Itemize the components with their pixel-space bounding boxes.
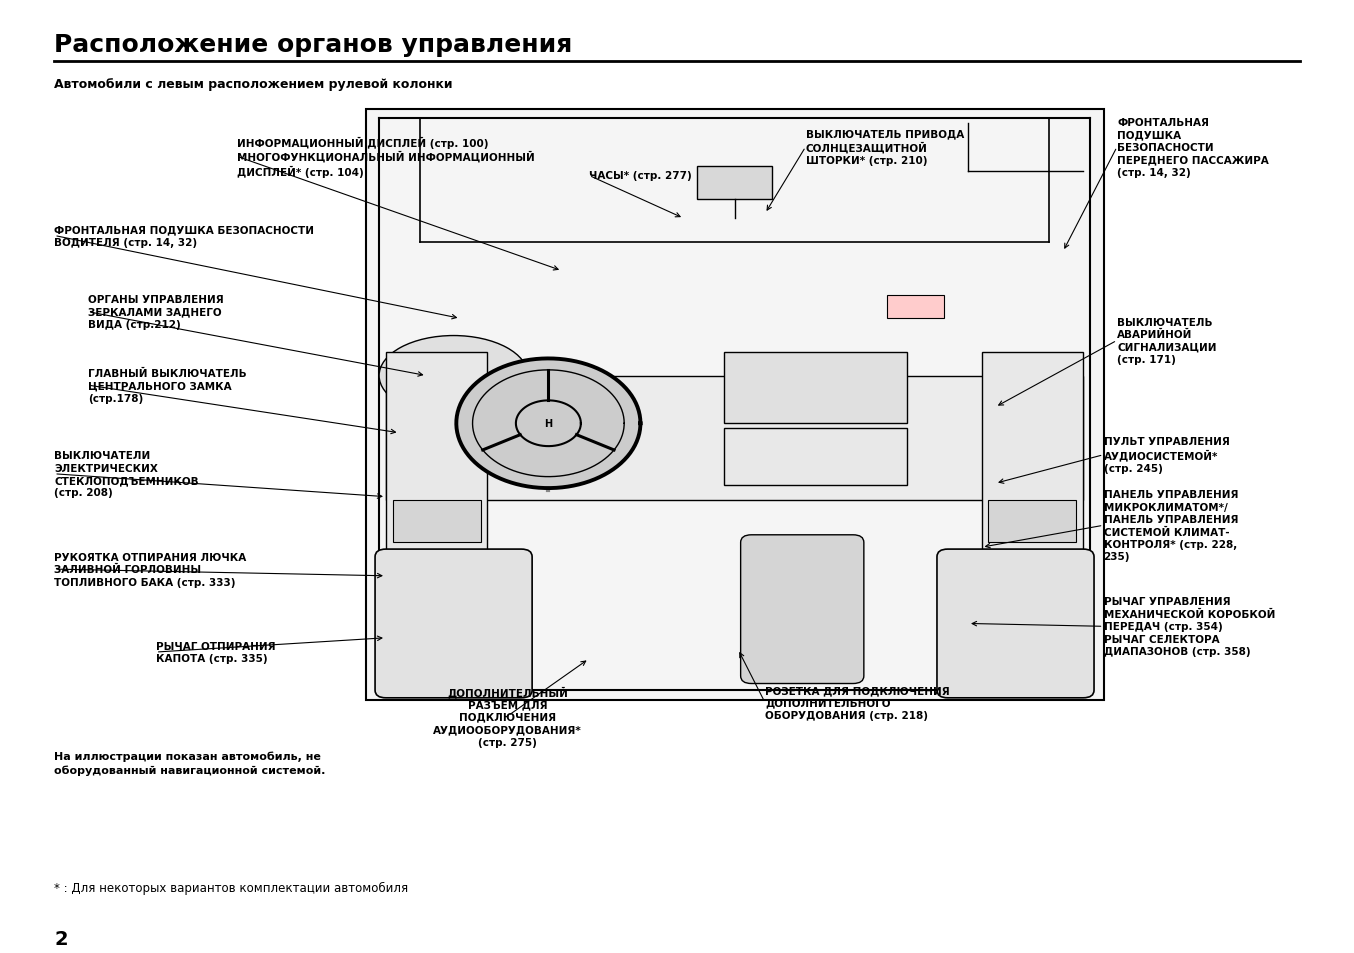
- Text: ПАНЕЛЬ УПРАВЛЕНИЯ
МИКРОКЛИМАТОМ*/
ПАНЕЛЬ УПРАВЛЕНИЯ
СИСТЕМОЙ КЛИМАТ-
КОНТРОЛЯ* (: ПАНЕЛЬ УПРАВЛЕНИЯ МИКРОКЛИМАТОМ*/ ПАНЕЛЬ…: [1104, 490, 1238, 561]
- Text: 2: 2: [54, 928, 68, 947]
- Text: * : Для некоторых вариантов комплектации автомобиля: * : Для некоторых вариантов комплектации…: [54, 881, 409, 894]
- Text: На иллюстрации показан автомобиль, не
оборудованный навигационной системой.: На иллюстрации показан автомобиль, не об…: [54, 750, 325, 775]
- Bar: [887, 295, 944, 319]
- FancyBboxPatch shape: [375, 550, 532, 699]
- Text: H: H: [544, 418, 552, 429]
- Ellipse shape: [379, 336, 528, 416]
- Text: ОРГАНЫ УПРАВЛЕНИЯ
ЗЕРКАЛАМИ ЗАДНЕГО
ВИДА (стр.212): ОРГАНЫ УПРАВЛЕНИЯ ЗЕРКАЛАМИ ЗАДНЕГО ВИДА…: [88, 295, 223, 330]
- Text: ПУЛЬТ УПРАВЛЕНИЯ
АУДИОСИСТЕМОЙ*
(стр. 245): ПУЛЬТ УПРАВЛЕНИЯ АУДИОСИСТЕМОЙ* (стр. 24…: [1104, 436, 1229, 474]
- Text: РЫЧАГ ОТПИРАНИЯ
КАПОТА (стр. 335): РЫЧАГ ОТПИРАНИЯ КАПОТА (стр. 335): [156, 641, 275, 663]
- Text: ВЫКЛЮЧАТЕЛИ
ЭЛЕКТРИЧЕСКИХ
СТЕКЛОПОДЪЕМНИКОВ
(стр. 208): ВЫКЛЮЧАТЕЛИ ЭЛЕКТРИЧЕСКИХ СТЕКЛОПОДЪЕМНИ…: [54, 451, 199, 497]
- Bar: [988, 500, 1076, 543]
- Bar: [393, 500, 481, 543]
- Text: РЫЧАГ УПРАВЛЕНИЯ
МЕХАНИЧЕСКОЙ КОРОБКОЙ
ПЕРЕДАЧ (стр. 354)
РЫЧАГ СЕЛЕКТОРА
ДИАПАЗ: РЫЧАГ УПРАВЛЕНИЯ МЕХАНИЧЕСКОЙ КОРОБКОЙ П…: [1104, 597, 1275, 657]
- FancyBboxPatch shape: [937, 550, 1094, 699]
- Bar: [386, 376, 1083, 500]
- Text: ИНФОРМАЦИОННЫЙ ДИСПЛЕЙ (стр. 100)
МНОГОФУНКЦИОНАЛЬНЫЙ ИНФОРМАЦИОННЫЙ
ДИСПЛЕЙ* (с: ИНФОРМАЦИОННЫЙ ДИСПЛЕЙ (стр. 100) МНОГОФ…: [237, 136, 535, 178]
- FancyBboxPatch shape: [366, 110, 1104, 700]
- Bar: [724, 353, 907, 424]
- Text: ФРОНТАЛЬНАЯ
ПОДУШКА
БЕЗОПАСНОСТИ
ПЕРЕДНЕГО ПАССАЖИРА
(стр. 14, 32): ФРОНТАЛЬНАЯ ПОДУШКА БЕЗОПАСНОСТИ ПЕРЕДНЕ…: [1117, 118, 1269, 177]
- FancyBboxPatch shape: [741, 536, 864, 684]
- Polygon shape: [456, 359, 640, 489]
- Text: РУКОЯТКА ОТПИРАНИЯ ЛЮЧКА
ЗАЛИВНОЙ ГОРЛОВИНЫ
ТОПЛИВНОГО БАКА (стр. 333): РУКОЯТКА ОТПИРАНИЯ ЛЮЧКА ЗАЛИВНОЙ ГОРЛОВ…: [54, 552, 246, 587]
- Text: Расположение органов управления: Расположение органов управления: [54, 33, 573, 57]
- Bar: [697, 167, 772, 200]
- Text: РОЗЕТКА ДЛЯ ПОДКЛЮЧЕНИЯ
ДОПОЛНИТЕЛЬНОГО
ОБОРУДОВАНИЯ (стр. 218): РОЗЕТКА ДЛЯ ПОДКЛЮЧЕНИЯ ДОПОЛНИТЕЛЬНОГО …: [765, 685, 949, 720]
- Text: ВЫКЛЮЧАТЕЛЬ
АВАРИЙНОЙ
СИГНАЛИЗАЦИИ
(стр. 171): ВЫКЛЮЧАТЕЛЬ АВАРИЙНОЙ СИГНАЛИЗАЦИИ (стр.…: [1117, 317, 1216, 365]
- Text: ГЛАВНЫЙ ВЫКЛЮЧАТЕЛЬ
ЦЕНТРАЛЬНОГО ЗАМКА
(стр.178): ГЛАВНЫЙ ВЫКЛЮЧАТЕЛЬ ЦЕНТРАЛЬНОГО ЗАМКА (…: [88, 368, 246, 403]
- Text: ФРОНТАЛЬНАЯ ПОДУШКА БЕЗОПАСНОСТИ
ВОДИТЕЛЯ (стр. 14, 32): ФРОНТАЛЬНАЯ ПОДУШКА БЕЗОПАСНОСТИ ВОДИТЕЛ…: [54, 225, 314, 248]
- Text: ДОПОЛНИТЕЛЬНЫЙ
РАЗЪЕМ ДЛЯ
ПОДКЛЮЧЕНИЯ
АУДИООБОРУДОВАНИЯ*
(стр. 275): ДОПОЛНИТЕЛЬНЫЙ РАЗЪЕМ ДЛЯ ПОДКЛЮЧЕНИЯ АУ…: [433, 685, 582, 747]
- Text: ВЫКЛЮЧАТЕЛЬ ПРИВОДА
СОЛНЦЕЗАЩИТНОЙ
ШТОРКИ* (стр. 210): ВЫКЛЮЧАТЕЛЬ ПРИВОДА СОЛНЦЕЗАЩИТНОЙ ШТОРК…: [806, 130, 964, 166]
- Bar: [982, 353, 1083, 619]
- Bar: [724, 429, 907, 486]
- Text: ЧАСЫ* (стр. 277): ЧАСЫ* (стр. 277): [589, 172, 692, 181]
- Text: Автомобили с левым расположением рулевой колонки: Автомобили с левым расположением рулевой…: [54, 78, 452, 91]
- Polygon shape: [516, 401, 581, 447]
- Bar: [386, 353, 487, 619]
